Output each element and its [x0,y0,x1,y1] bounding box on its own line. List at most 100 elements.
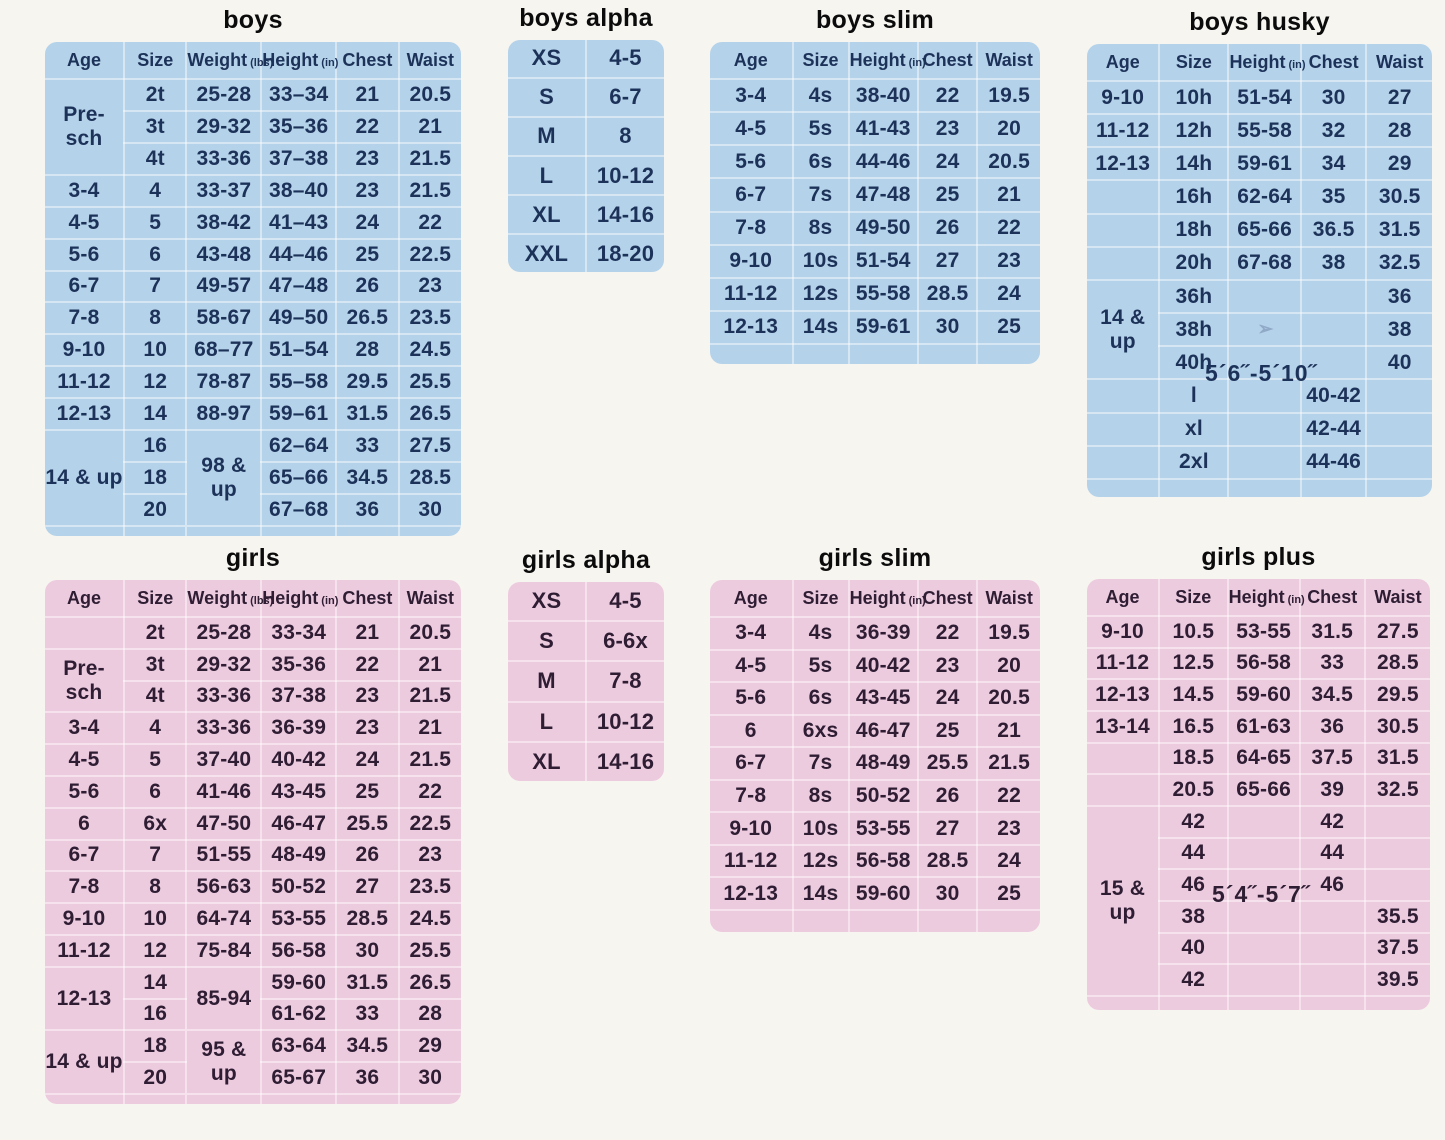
table-cell: 28.5 [917,277,979,312]
table-cell: 6 [124,775,188,809]
table-cell [1227,837,1301,871]
table-cell: 9-10 [710,812,794,846]
table-cell: 35 [1300,180,1368,215]
table-cell: 12.5 [1159,647,1229,681]
table-cell: 64-74 [186,903,263,936]
table-cell: 6-7 [710,747,794,781]
table-cell: 29.5 [1364,679,1430,712]
table-cell: 30.5 [1364,710,1430,744]
table-cell: 23 [398,839,461,873]
table-cell: 30 [336,934,400,968]
table-cell: 35–36 [261,110,338,144]
table-cell [45,617,126,650]
table-cell: 26 [917,779,979,814]
table-cell: 85-94 [186,966,263,1032]
table-cell: 6s [792,682,850,716]
table-cell: 10 [124,903,188,936]
column-header-height: Height (in) [848,42,926,80]
table-cell: 75-84 [186,934,263,968]
table-cell [1366,445,1432,481]
boys-slim-chart-group: boys slim Age Size Height (in) Chest Waist 3-4… [710,4,1040,364]
table-cell: 23.5 [398,871,461,905]
table-cell [1366,412,1432,447]
table-cell: 13-14 [1087,710,1161,744]
table-cell: 48-49 [261,839,338,873]
table-cell: 49–50 [261,302,338,336]
boys-slim-size-table: Age Size Height (in) Chest Waist 3-4 4s 38-40 22 1… [710,42,1040,364]
table-cell: 18h [1159,213,1230,248]
pen-mark: ➢ [1228,313,1302,348]
table-cell: 21.5 [398,744,461,777]
table-cell: 12-13 [45,398,126,432]
table-cell: 55-58 [1228,114,1302,149]
column-header-waist: Waist [977,42,1040,80]
table-cell: 22 [398,775,461,809]
table-cell: 36-39 [261,712,338,746]
table-cell: 31.5 [1364,742,1430,776]
table-cell: 10s [792,244,850,279]
table-cell: 64-65 [1227,742,1301,776]
table-cell: 20.5 [977,145,1040,180]
table-cell: 30 [1300,81,1368,116]
table-cell: 30.5 [1366,180,1432,215]
table-cell: 9-10 [45,334,126,368]
girls-plus-title: girls plus [1201,543,1316,571]
table-cell: 19.5 [977,617,1040,651]
table-cell: 7-8 [45,302,126,336]
column-header-weight: Weight (lbs) [186,42,273,80]
table-cell: 18.5 [1159,742,1229,776]
column-header-chest: Chest [336,42,400,80]
column-header-chest: Chest [336,580,400,618]
table-cell: 95 & up [186,1030,263,1095]
table-cell: 5-6 [710,145,794,180]
table-cell: 56-58 [261,934,338,968]
table-cell: 10h [1159,81,1230,116]
table-cell-empty [45,526,126,536]
girls-alpha-size-table: XS 4-5 S 6-6x M 7-8 L 10-12 XL 14-16 [508,582,664,781]
table-cell: 14 & up [1087,279,1161,381]
table-cell: 12s [792,844,850,879]
table-cell: 27 [336,871,400,905]
girls-title: girls [225,544,281,572]
table-cell: 8s [792,211,850,246]
table-cell: 11-12 [45,934,126,968]
table-cell: 62–64 [261,430,338,464]
boys-size-table: Age Size Weight (lbs) Height (in) Chest Waist Pr… [45,42,461,536]
girls-slim-chart-group: girls slim Age Size Height (in) Chest Waist 3-… [710,542,1040,932]
table-cell: 26.5 [398,966,461,1000]
column-header-size: Size [1159,44,1230,82]
table-cell: 6 [45,807,126,841]
table-cell-empty [917,344,979,364]
table-cell: 28 [398,998,461,1032]
table-cell: 22.5 [398,238,461,272]
boys-slim-title: boys slim [815,6,935,34]
table-cell-empty [1159,479,1230,497]
table-cell: 42 [1159,805,1229,839]
table-cell: 24 [917,145,979,180]
table-cell: 18 [124,1030,188,1064]
table-cell-empty [1365,996,1430,1010]
table-cell: 14 [124,398,188,432]
table-cell [1299,932,1366,966]
table-cell: 7s [792,178,850,213]
table-cell: 43-48 [186,238,263,272]
table-cell: 25-28 [186,79,263,112]
boys-slim-panel: Age Size Height (in) Chest Waist 3-4 4s 38-40 22 1… [710,42,1040,364]
table-cell: 36 [336,1062,400,1095]
table-cell: 25 [917,178,979,213]
table-cell: 20.5 [398,79,461,112]
table-cell: 9-10 [1087,616,1161,649]
table-cell: 63-64 [261,1030,338,1064]
table-cell: 53-55 [848,812,919,846]
boys-husky-panel: Age Size Height (in) Chest Waist 9-10 10h 51-54 3… [1087,44,1432,497]
table-cell: 7s [792,747,850,781]
column-unit: (in) [908,56,926,69]
table-cell: 24 [977,277,1040,312]
table-cell: 46-47 [848,714,919,749]
table-cell: 10-12 [586,701,664,744]
table-cell: 44-46 [1300,445,1368,481]
table-cell: 37.5 [1364,932,1430,966]
table-cell-empty [792,910,850,932]
girls-plus-panel: Age Size Height (in) Chest Waist 9-10 10.5 53-55… [1087,579,1430,1010]
table-cell: 14-16 [586,195,664,236]
